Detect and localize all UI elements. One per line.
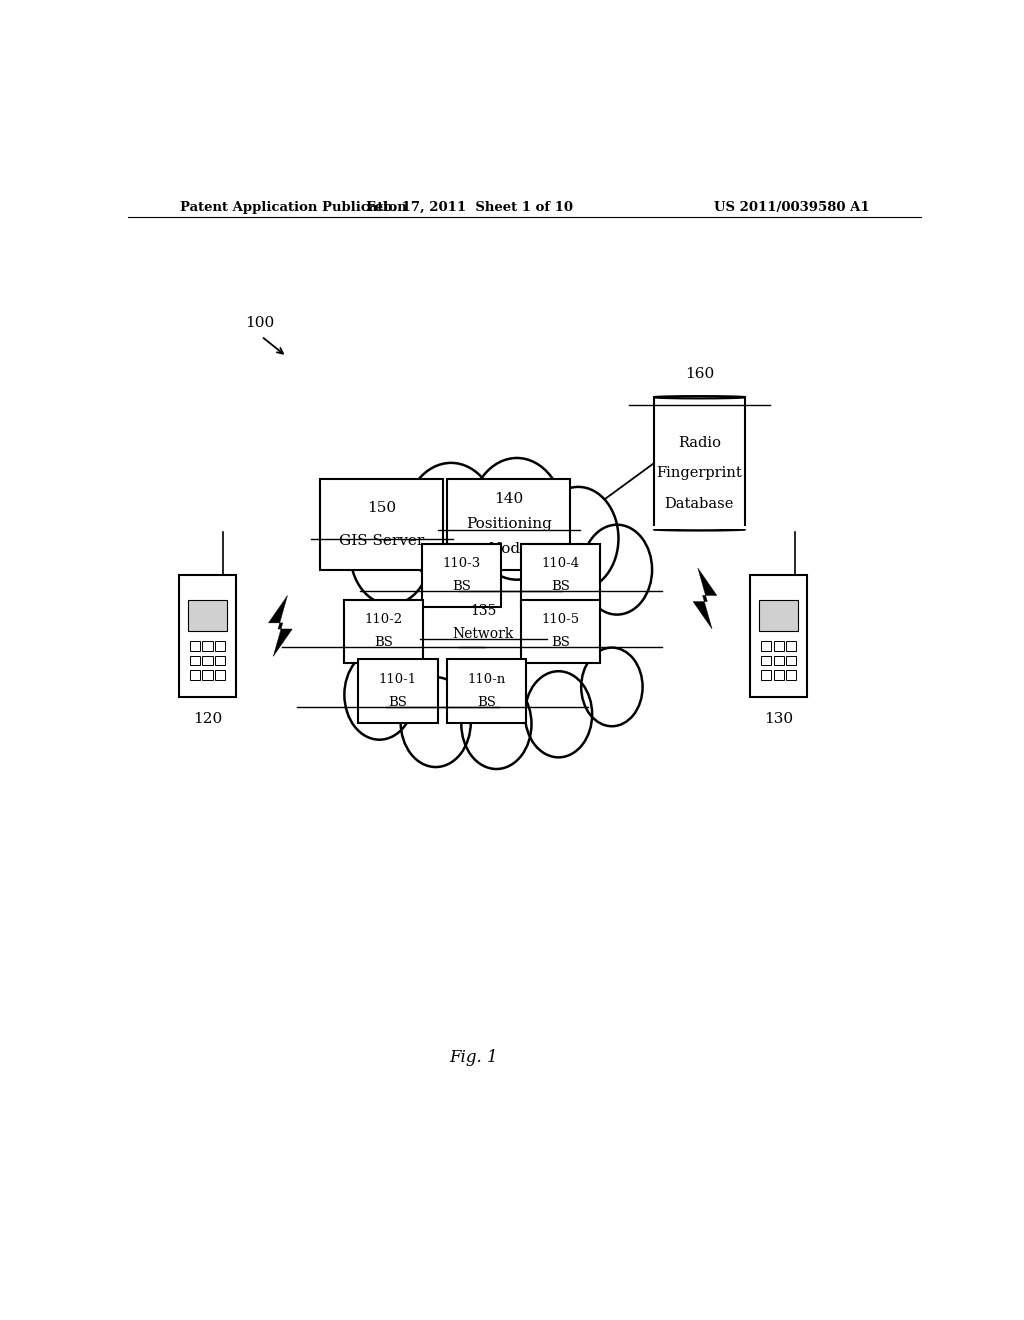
Text: BS: BS: [452, 579, 471, 593]
Text: Feb. 17, 2011  Sheet 1 of 10: Feb. 17, 2011 Sheet 1 of 10: [366, 201, 572, 214]
Text: 120: 120: [193, 713, 222, 726]
Circle shape: [525, 672, 592, 758]
FancyBboxPatch shape: [215, 656, 225, 665]
FancyBboxPatch shape: [521, 544, 600, 607]
Text: 110-n: 110-n: [468, 673, 506, 686]
Text: 140: 140: [495, 491, 523, 506]
Text: BS: BS: [551, 636, 570, 649]
FancyBboxPatch shape: [773, 642, 784, 651]
FancyBboxPatch shape: [786, 671, 797, 680]
FancyBboxPatch shape: [786, 642, 797, 651]
Text: 110-4: 110-4: [542, 557, 580, 570]
FancyBboxPatch shape: [447, 660, 526, 722]
Polygon shape: [693, 568, 717, 630]
Text: BS: BS: [551, 579, 570, 593]
Text: Network: Network: [453, 627, 514, 642]
FancyBboxPatch shape: [761, 642, 771, 651]
Ellipse shape: [367, 541, 611, 731]
Text: 130: 130: [764, 713, 794, 726]
Circle shape: [350, 502, 431, 605]
Text: BS: BS: [374, 636, 393, 649]
Text: Database: Database: [665, 496, 734, 511]
FancyBboxPatch shape: [189, 642, 200, 651]
FancyBboxPatch shape: [760, 599, 798, 631]
Text: 110-3: 110-3: [442, 557, 480, 570]
FancyBboxPatch shape: [321, 479, 443, 570]
Text: Fig. 1: Fig. 1: [449, 1049, 498, 1067]
Circle shape: [582, 648, 643, 726]
FancyBboxPatch shape: [751, 576, 807, 697]
FancyBboxPatch shape: [786, 656, 797, 665]
Circle shape: [538, 487, 618, 590]
Text: 135: 135: [470, 603, 497, 618]
FancyBboxPatch shape: [447, 479, 570, 570]
FancyBboxPatch shape: [215, 642, 225, 651]
Circle shape: [461, 678, 531, 770]
FancyBboxPatch shape: [773, 671, 784, 680]
Text: GIS Server: GIS Server: [339, 533, 425, 548]
FancyBboxPatch shape: [202, 656, 213, 665]
FancyBboxPatch shape: [189, 671, 200, 680]
FancyBboxPatch shape: [653, 397, 745, 529]
Circle shape: [400, 677, 471, 767]
FancyBboxPatch shape: [773, 656, 784, 665]
FancyBboxPatch shape: [652, 527, 746, 529]
FancyBboxPatch shape: [761, 671, 771, 680]
FancyBboxPatch shape: [202, 642, 213, 651]
Polygon shape: [268, 595, 292, 656]
Text: 160: 160: [685, 367, 714, 380]
Circle shape: [469, 458, 564, 579]
Text: Patent Application Publication: Patent Application Publication: [179, 201, 407, 214]
FancyBboxPatch shape: [179, 576, 236, 697]
Circle shape: [403, 463, 499, 585]
Ellipse shape: [653, 396, 745, 399]
FancyBboxPatch shape: [202, 671, 213, 680]
Text: BS: BS: [388, 696, 408, 709]
FancyBboxPatch shape: [521, 599, 600, 663]
Text: Node: Node: [488, 543, 529, 556]
Text: 150: 150: [368, 500, 396, 515]
Text: BS: BS: [477, 696, 497, 709]
Text: Fingerprint: Fingerprint: [656, 466, 742, 480]
Text: US 2011/0039580 A1: US 2011/0039580 A1: [715, 201, 870, 214]
Text: Positioning: Positioning: [466, 517, 552, 532]
FancyBboxPatch shape: [761, 656, 771, 665]
FancyBboxPatch shape: [188, 599, 226, 631]
FancyBboxPatch shape: [422, 544, 501, 607]
FancyBboxPatch shape: [215, 671, 225, 680]
Text: 110-5: 110-5: [542, 614, 580, 626]
FancyBboxPatch shape: [358, 660, 437, 722]
Text: 110-2: 110-2: [365, 614, 402, 626]
Ellipse shape: [653, 528, 745, 531]
Text: 110-1: 110-1: [379, 673, 417, 686]
Text: 100: 100: [246, 315, 274, 330]
Text: Radio: Radio: [678, 436, 721, 450]
FancyBboxPatch shape: [344, 599, 423, 663]
Circle shape: [344, 649, 415, 739]
Circle shape: [582, 525, 652, 615]
FancyBboxPatch shape: [189, 656, 200, 665]
